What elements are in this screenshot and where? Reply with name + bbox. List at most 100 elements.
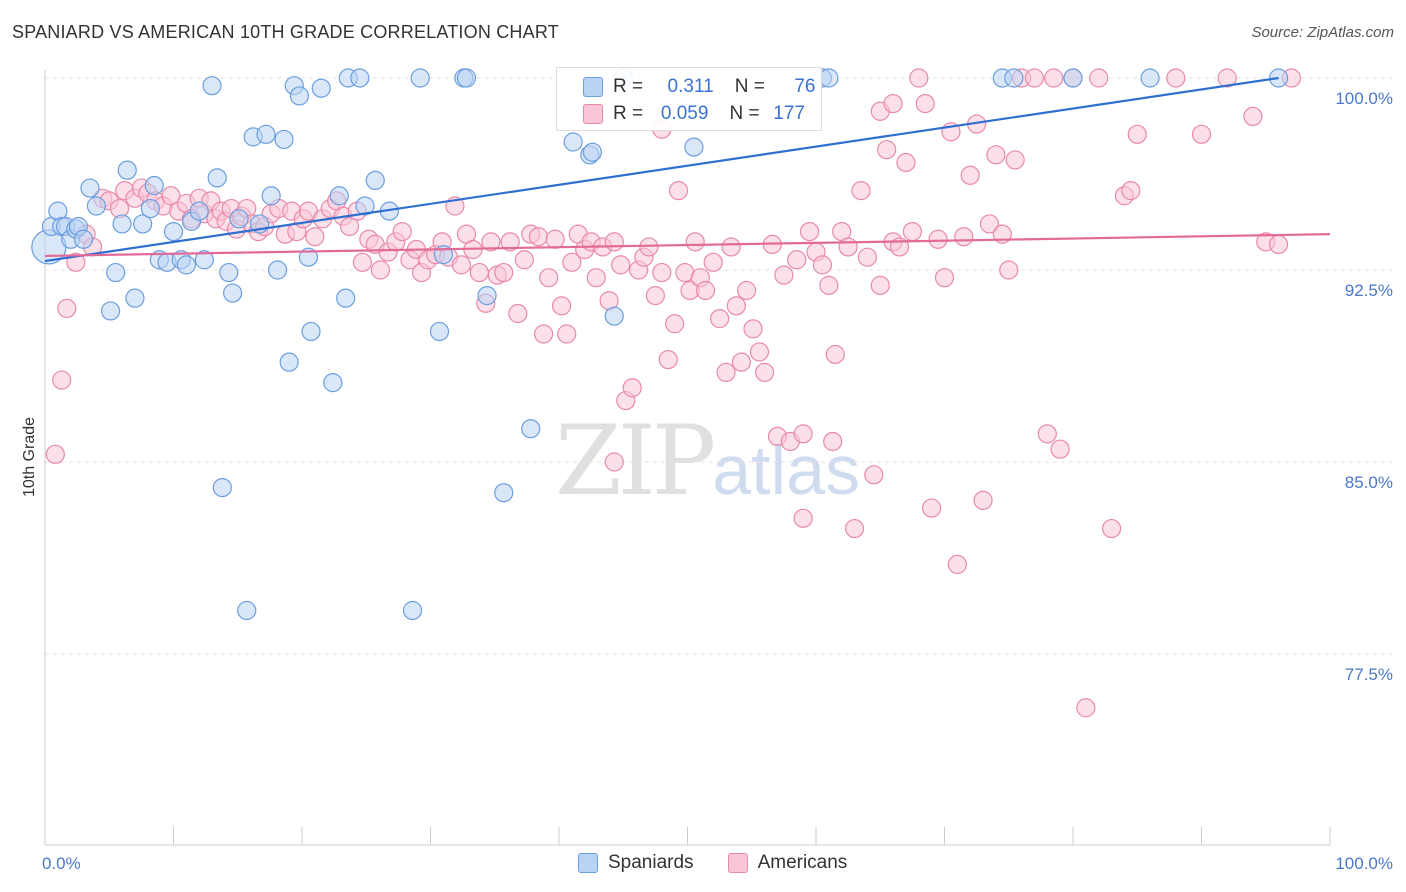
legend-label-americans: Americans [757, 852, 848, 873]
americans-point [825, 344, 845, 365]
americans-point [973, 490, 993, 510]
americans-point [934, 268, 955, 288]
americans-trend-line [44, 233, 1331, 258]
spaniards-point [279, 352, 299, 372]
spaniards-point [402, 600, 423, 621]
americans-point [960, 165, 980, 185]
y-tick-label: 77.5% [1345, 665, 1393, 684]
americans-point [823, 431, 843, 452]
americans-swatch [583, 104, 603, 124]
americans-point [703, 252, 723, 272]
spaniards-point [355, 196, 375, 216]
americans-point [611, 255, 631, 275]
n-value: 177 [773, 103, 805, 124]
spaniards-point [237, 600, 257, 621]
legend-item-americans[interactable]: Americans [727, 852, 848, 874]
legend-label-spaniards: Spaniards [608, 852, 694, 873]
americans-point [370, 260, 390, 280]
spaniards-point [410, 68, 430, 88]
americans-point [551, 296, 572, 316]
source-label: Source: ZipAtlas.com [1251, 24, 1394, 41]
y-tick-label: 85.0% [1345, 473, 1393, 492]
spaniards-point [1063, 68, 1083, 88]
spaniards-point [336, 288, 356, 308]
spaniards-point [140, 198, 160, 219]
americans-point [557, 324, 577, 344]
spaniards-point [100, 301, 121, 321]
americans-point [954, 227, 974, 247]
americans-point [1024, 68, 1045, 88]
americans-point [838, 237, 858, 257]
americans-points [45, 68, 1302, 718]
spaniards-point [298, 247, 319, 267]
americans-point [787, 250, 807, 270]
spaniards-point [1140, 68, 1160, 88]
spaniards-point [429, 321, 450, 342]
americans-point [716, 362, 736, 382]
americans-point [979, 214, 1000, 234]
americans-point [743, 319, 763, 339]
spaniards-point [1004, 68, 1024, 88]
spaniards-trend-line [44, 76, 1279, 263]
americans-point [986, 145, 1006, 165]
americans-point [508, 303, 528, 324]
americans-point [799, 222, 820, 242]
spaniards-point [176, 255, 196, 275]
americans-point [812, 255, 833, 275]
americans-point [864, 465, 884, 485]
americans-point [1127, 124, 1147, 144]
americans-point [528, 227, 549, 247]
spaniards-point [301, 321, 321, 342]
spaniards-point [311, 78, 331, 98]
spaniards-point [684, 137, 704, 157]
americans-point [902, 222, 922, 242]
americans-point [1121, 181, 1141, 201]
americans-point [922, 498, 942, 518]
americans-point [877, 140, 897, 160]
y-axis-label: 10th Grade [21, 417, 38, 497]
americans-point [500, 232, 520, 252]
legend-item-spaniards[interactable]: Spaniards [578, 852, 694, 874]
americans-point [481, 232, 501, 252]
americans-point [844, 518, 865, 539]
spaniards-point [323, 373, 343, 393]
americans-point [999, 260, 1019, 280]
spaniards-point [819, 68, 839, 88]
spaniards-point [223, 283, 243, 303]
spaniards-point [350, 68, 370, 88]
legend-row-americans: R = 0.059 N = 177 [583, 103, 805, 125]
americans-point [909, 68, 929, 88]
spaniards-point [267, 260, 288, 280]
americans-point [658, 350, 678, 370]
americans-point [1243, 106, 1263, 127]
americans-point [622, 378, 642, 398]
americans-point [469, 262, 489, 283]
americans-point [514, 250, 534, 270]
americans-point [1005, 150, 1025, 170]
spaniards-point [365, 170, 385, 190]
spaniards-point [477, 286, 497, 306]
spaniards-point [80, 178, 100, 198]
americans-point [870, 275, 890, 295]
americans-point [451, 255, 471, 275]
americans-point [1037, 424, 1057, 444]
spaniards-point [194, 250, 214, 270]
americans-point [494, 262, 514, 283]
series-legend: Spaniards Americans [578, 852, 881, 874]
spaniards-point [604, 306, 624, 326]
americans-point [305, 227, 325, 247]
americans-point [754, 362, 775, 382]
chart-title: SPANIARD VS AMERICAN 10TH GRADE CORRELAT… [12, 22, 559, 42]
americans-point [392, 222, 412, 242]
americans-swatch [727, 853, 748, 873]
legend-row-spaniards: R = 0.311 N = 76 [583, 76, 815, 98]
spaniards-points [31, 68, 1289, 621]
spaniards-point [494, 483, 514, 503]
americans-point [721, 237, 741, 257]
americans-point [161, 186, 181, 206]
americans-point [737, 280, 757, 301]
y-tick-label: 100.0% [1335, 89, 1393, 108]
n-label: N = [729, 103, 760, 124]
americans-point [668, 181, 689, 201]
